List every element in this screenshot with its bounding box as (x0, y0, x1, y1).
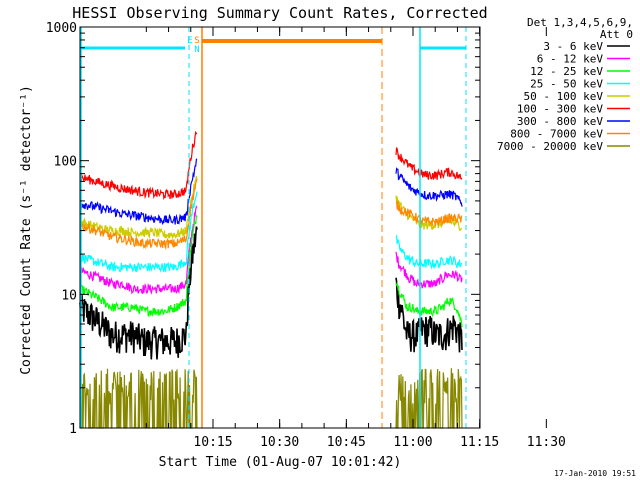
series-1 (79, 205, 463, 295)
series-0 (79, 226, 463, 360)
x-tick-label-4: 11:15 (460, 435, 499, 450)
saa-flag-label: S (194, 36, 199, 46)
legend-label-2: 12 - 25 keV (530, 65, 603, 78)
night-flag-label: N (194, 45, 199, 55)
series-3-segment-0 (79, 191, 198, 273)
legend-label-5: 100 - 300 keV (517, 103, 603, 116)
legend-label-0: 3 - 6 keV (543, 40, 603, 53)
series-layer (79, 130, 463, 429)
series-7-segment-1 (395, 200, 463, 227)
series-3 (79, 191, 463, 273)
series-0-segment-0 (79, 226, 198, 360)
x-tick-label-2: 10:45 (327, 435, 366, 450)
legend-header-line2: Att 0 (600, 28, 633, 41)
x-tick-label-1: 10:30 (260, 435, 299, 450)
series-2-segment-0 (79, 213, 198, 317)
chart-title: HESSI Observing Summary Count Rates, Cor… (72, 4, 487, 22)
x-axis-label: Start Time (01-Aug-07 10:01:42) (159, 455, 402, 470)
series-5 (79, 130, 463, 201)
series-2 (79, 213, 463, 328)
legend-label-6: 300 - 800 keV (517, 115, 603, 128)
x-tick-label-0: 10:15 (193, 435, 232, 450)
y-axis-label: Corrected Count Rate (s⁻¹ detector⁻¹) (19, 85, 34, 375)
y-tick-label-1: 10 (61, 288, 77, 303)
series-1-segment-0 (79, 205, 198, 295)
legend-label-7: 800 - 7000 keV (510, 128, 603, 141)
series-3-segment-1 (395, 234, 463, 270)
series-8 (79, 368, 463, 429)
legend-label-4: 50 - 100 keV (524, 90, 604, 103)
series-0-segment-1 (395, 277, 463, 353)
series-7-segment-0 (79, 178, 198, 251)
legend-header-line1: Det 1,3,4,5,6,9, (527, 16, 633, 29)
y-tick-label-0: 1 (69, 422, 77, 437)
flags-layer: SEN (80, 27, 467, 428)
series-8-segment-1 (395, 368, 463, 429)
series-5-segment-1 (395, 147, 463, 180)
series-4-segment-0 (79, 176, 198, 239)
series-7 (79, 178, 463, 251)
legend-label-1: 6 - 12 keV (537, 53, 604, 66)
series-8-segment-0 (79, 368, 198, 429)
series-4 (79, 176, 463, 239)
series-2-segment-1 (395, 281, 463, 328)
series-6 (79, 158, 463, 226)
series-1-segment-1 (395, 251, 463, 289)
footer-date: 17-Jan-2010 19:51 (554, 469, 636, 478)
x-tick-label-5: 11:30 (527, 435, 566, 450)
series-6-segment-0 (79, 158, 198, 226)
legend-label-8: 7000 - 20000 keV (497, 140, 603, 153)
series-6-segment-1 (395, 167, 463, 207)
axes-layer: 1 10 100 1000 10:15 10:30 10:45 11:00 11:15 11:30 (46, 21, 566, 450)
x-tick-label-3: 11:00 (393, 435, 432, 450)
legend-label-3: 25 - 50 keV (530, 78, 603, 91)
series-5-segment-0 (79, 130, 197, 201)
eclipse-flag-label: E (187, 36, 192, 46)
y-tick-label-2: 100 (54, 155, 77, 170)
y-tick-label-3: 1000 (46, 21, 77, 36)
